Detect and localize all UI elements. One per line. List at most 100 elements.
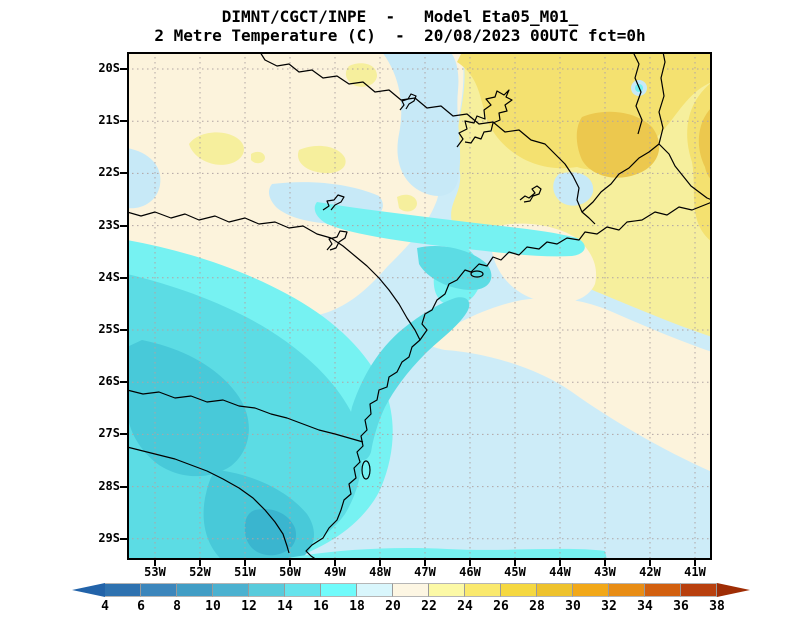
river-squiggle-2 [326,230,348,251]
lon-label: 48W [369,565,391,579]
lon-label: 50W [279,565,301,579]
lon-tick [379,560,381,566]
lon-tick [694,560,696,566]
state-border-mg-es [658,52,666,145]
colorbar-tick-label: 26 [493,599,509,614]
lat-tick [120,68,127,70]
lon-tick [514,560,516,566]
lon-tick [244,560,246,566]
lon-label: 44W [549,565,571,579]
lon-tick [289,560,291,566]
lon-label: 53W [144,565,166,579]
colorbar-segment [465,583,501,597]
lon-label: 49W [324,565,346,579]
colorbar-tick-label: 4 [101,599,109,614]
island-florianopolis [361,460,371,480]
colorbar-tick-label: 20 [385,599,401,614]
colorbar-tick-label: 28 [529,599,545,614]
lon-label: 42W [639,565,661,579]
colorbar-segment [249,583,285,597]
lat-tick [120,329,127,331]
colorbar-tick-label: 34 [637,599,653,614]
colorbar-segment [573,583,609,597]
colorbar-tick-label: 22 [421,599,437,614]
map-frame [127,52,712,560]
colorbar-tick-label: 6 [137,599,145,614]
colorbar-segment [393,583,429,597]
colorbar-tick-label: 14 [277,599,293,614]
state-border-mg-rj [581,143,712,213]
colorbar-segment [141,583,177,597]
lon-label: 47W [414,565,436,579]
colorbar-tick-label: 12 [241,599,257,614]
river-43w [632,52,643,135]
lat-tick [120,381,127,384]
island-1 [470,270,484,278]
colorbar-tick-label: 10 [205,599,221,614]
lat-tick [120,276,127,279]
lat-tick [120,433,127,436]
temperature-colorbar [72,583,750,597]
lon-tick [334,560,336,566]
colorbar-segment [213,583,249,597]
colorbar-segment [681,583,717,597]
lon-tick [469,560,471,566]
colorbar-segment [501,583,537,597]
lat-label: 28S [98,478,120,493]
state-border-mg-sp [259,52,596,225]
colorbar-segment [537,583,573,597]
colorbar-tick-label: 30 [565,599,581,614]
lon-tick [424,560,426,566]
lake-furnas [456,89,513,148]
lat-label: 23S [98,217,120,232]
lat-label: 21S [98,113,120,128]
lat-tick [120,120,127,123]
lon-label: 45W [504,565,526,579]
colorbar-tick-label: 24 [457,599,473,614]
colorbar-segment [609,583,645,597]
lat-label: 29S [98,530,120,545]
lat-label: 24S [98,269,120,284]
coastline [305,201,712,560]
colorbar-tick-label: 32 [601,599,617,614]
lat-tick [120,485,127,488]
state-border-sp-pr [127,211,421,341]
temperature-map-canvas [127,52,712,560]
lon-tick [154,560,156,566]
lon-label: 51W [234,565,256,579]
colorbar-tick-label: 36 [673,599,689,614]
temperature-field [127,52,712,560]
lon-tick [559,560,561,566]
lat-label: 27S [98,426,120,441]
lon-label: 41W [684,565,706,579]
state-border-sc-rs [127,446,290,554]
colorbar-segment [645,583,681,597]
river-squiggle-1 [322,194,345,211]
lat-label: 20S [98,61,120,75]
state-border-pr-sc [127,389,364,443]
colorbar-tick-label: 38 [709,599,725,614]
colorbar-left-arrow [72,583,105,597]
colorbar-segment [357,583,393,597]
colorbar-segment [429,583,465,597]
lat-label: 22S [98,165,120,180]
coastline-and-borders [127,52,712,560]
plot-title-line2: 2 Metre Temperature (C) - 20/08/2023 00U… [154,26,646,45]
lon-label: 46W [459,565,481,579]
colorbar-right-arrow [717,583,750,597]
lon-tick [199,560,201,566]
lon-tick [604,560,606,566]
lat-tick [120,224,127,227]
lat-tick [120,537,127,540]
colorbar-segment [285,583,321,597]
lon-label: 52W [189,565,211,579]
lat-tick [120,172,127,175]
colorbar-segment [105,583,141,597]
colorbar-tick-label: 16 [313,599,329,614]
colorbar-segment [177,583,213,597]
colorbar-tick-label: 8 [173,599,181,614]
lat-label: 25S [98,322,120,336]
plot-title-line1: DIMNT/CGCT/INPE - Model Eta05_M01_ [221,7,579,26]
colorbar-segment [321,583,357,597]
